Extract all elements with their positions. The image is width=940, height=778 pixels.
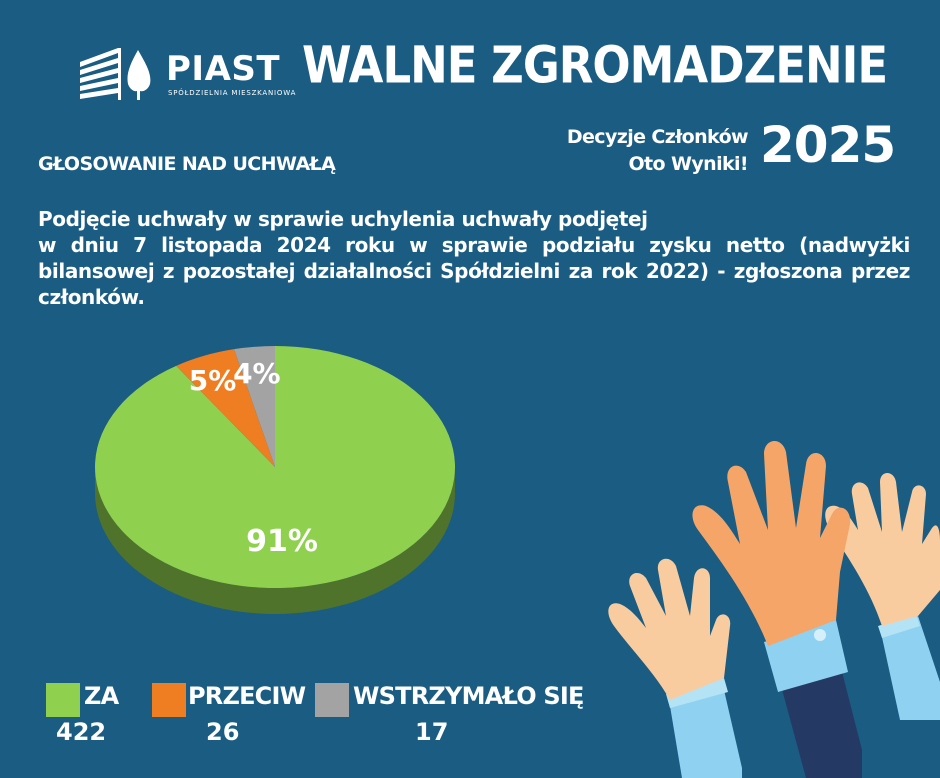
legend-count-wstrzymalo: 17 (415, 718, 449, 746)
legend-swatch-za (46, 683, 80, 717)
legend-count-przeciw: 26 (206, 718, 240, 746)
pie-chart: 91% 5%4% (94, 346, 456, 614)
pie-label-wstrzymalo: 4% (233, 357, 281, 390)
raised-hands-illustration (608, 440, 940, 778)
legend-item-wstrzymalo: WSTRZYMAŁO SIĘ 17 (315, 680, 584, 750)
legend-swatch-wstrzymalo (315, 683, 349, 717)
pie-top (94, 346, 456, 588)
pie-slice-wstrzymalo (234, 346, 275, 467)
pie-depth (95, 467, 455, 614)
decisions-line-1: Decyzje Członków (566, 126, 749, 148)
pie-side-za (95, 467, 455, 614)
legend-label-za: ZA (84, 682, 119, 710)
resolution-line-1: Podjęcie uchwały w sprawie uchylenia uch… (38, 207, 648, 231)
pie-label-za: 91% (246, 524, 318, 559)
resolution-line-2: w dniu 7 listopada 2024 roku w sprawie p… (38, 233, 910, 309)
middle-hand (692, 440, 862, 778)
page-title: WALNE ZGROMADZENIE (302, 35, 888, 95)
pie-labels: 91% 5%4% (189, 357, 318, 559)
legend-swatch-przeciw (152, 683, 186, 717)
pie-slice-przeciw (176, 349, 275, 467)
left-hand (608, 558, 742, 778)
logo-subtitle: SPÓŁDZIELNIA MIESZKANIOWA (168, 89, 297, 97)
pie-label-przeciw: 5% (189, 364, 237, 397)
resolution-text: Podjęcie uchwały w sprawie uchylenia uch… (38, 206, 910, 310)
year-label: 2025 (760, 116, 896, 174)
legend-count-za: 422 (56, 718, 107, 746)
logo-name: PIAST (166, 49, 281, 89)
decisions-line-2: Oto Wyniki! (628, 153, 749, 175)
page-subtitle: GŁOSOWANIE NAD UCHWAŁĄ (38, 153, 336, 175)
legend-item-przeciw: PRZECIW 26 (152, 680, 312, 750)
legend-label-przeciw: PRZECIW (188, 682, 306, 710)
right-hand (825, 473, 940, 720)
piast-logo: PIAST SPÓŁDZIELNIA MIESZKANIOWA (78, 44, 295, 102)
decisions-tagline: Decyzje Członków Oto Wyniki! (566, 124, 749, 178)
legend-label-wstrzymalo: WSTRZYMAŁO SIĘ (353, 682, 584, 710)
legend-item-za: ZA 422 (46, 680, 166, 750)
building-icon (80, 48, 151, 100)
